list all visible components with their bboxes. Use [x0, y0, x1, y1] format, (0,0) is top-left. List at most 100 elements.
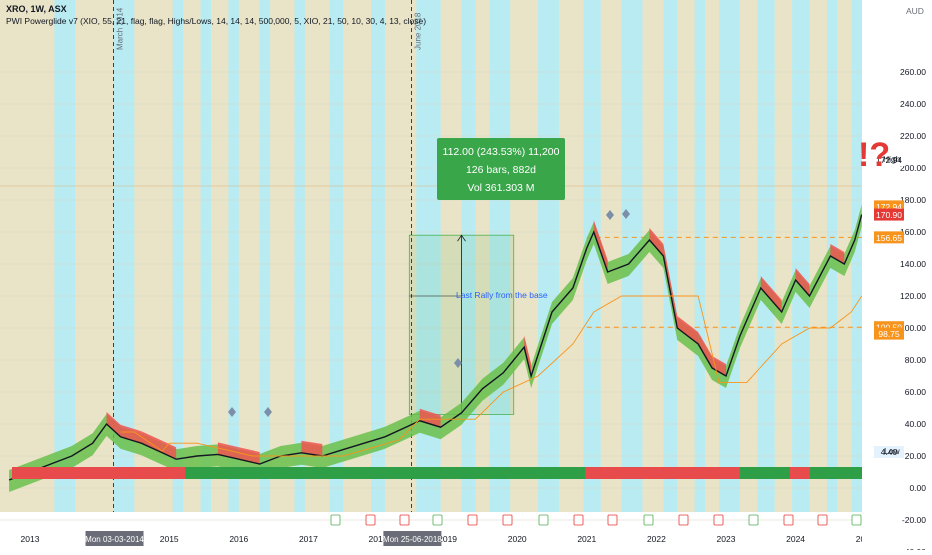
- down-segment: [677, 316, 699, 344]
- cycle-band: [461, 0, 476, 512]
- x-tick-label: 2018: [369, 534, 388, 544]
- price-tag-bg: [874, 327, 904, 340]
- cycle-band: [757, 0, 775, 512]
- symbol-title: XRO, 1W, ASX: [6, 4, 67, 14]
- earnings-marker: [330, 514, 341, 526]
- rally-label: Last Rally from the base: [456, 290, 548, 300]
- earnings-marker: [678, 514, 689, 526]
- status-strip-red: [585, 467, 740, 479]
- y-tick-label: 0.00: [909, 483, 926, 493]
- signal-diamond: [264, 407, 272, 417]
- earnings-marker: [399, 514, 410, 526]
- y-tick-label: -20.00: [902, 515, 926, 525]
- y-tick-label: 60.00: [905, 387, 927, 397]
- down-segment: [106, 412, 121, 437]
- down-segment: [524, 335, 532, 376]
- earnings-marker: [467, 514, 478, 526]
- currency-label: AUD: [906, 6, 924, 16]
- y-tick-label: 240.00: [900, 99, 926, 109]
- earnings-marker: [365, 514, 376, 526]
- date-tag-bg: [85, 531, 144, 546]
- cycle-band: [294, 0, 305, 512]
- earnings-marker: [713, 514, 724, 526]
- earnings-marker: [851, 514, 862, 526]
- low-label: Low: [884, 446, 900, 456]
- cycle-band: [792, 0, 810, 512]
- event-vline-label: March 2014: [116, 7, 125, 50]
- earnings-marker: [643, 514, 654, 526]
- x-tick-label: 2013: [21, 534, 40, 544]
- trend-ribbon: [9, 204, 862, 492]
- rally-arrow-head: [457, 234, 466, 242]
- down-segment: [301, 440, 323, 456]
- y-tick-label: 180.00: [900, 195, 926, 205]
- price-tag: 170.90: [876, 210, 902, 220]
- signal-diamond: [622, 209, 630, 219]
- y-tick-label: 160.00: [900, 227, 926, 237]
- y-tick-label: 100.00: [900, 323, 926, 333]
- x-tick-label: 2021: [577, 534, 596, 544]
- price-tag-bg: [874, 208, 904, 221]
- low-tag-bg: [874, 446, 904, 458]
- down-segment: [120, 424, 142, 444]
- x-tick-label: 2022: [647, 534, 666, 544]
- signal-diamond: [454, 358, 462, 368]
- earnings-marker: [502, 514, 513, 526]
- x-tick-label: 2017: [299, 534, 318, 544]
- y-tick-label: 260.00: [900, 67, 926, 77]
- down-segment: [649, 228, 664, 256]
- y-tick-label: 40.00: [905, 419, 927, 429]
- y-tick-label: 120.00: [900, 291, 926, 301]
- exclamation-annotation: !?: [858, 136, 890, 174]
- earnings-marker: [432, 514, 443, 526]
- price-tag: 156.65: [876, 233, 902, 243]
- x-tick-label: 2016: [229, 534, 248, 544]
- cycle-band: [172, 0, 184, 512]
- status-strip-red: [12, 467, 185, 479]
- cycle-band: [663, 0, 678, 512]
- down-segment: [712, 356, 726, 376]
- cycle-band: [719, 0, 740, 512]
- y-tick-label: 200.00: [900, 163, 926, 173]
- date-tag-bg: [383, 531, 442, 546]
- cycle-band: [113, 0, 135, 512]
- down-segment: [760, 276, 782, 312]
- status-strip-red: [790, 467, 810, 479]
- indicator-title: PWI Powerglide v7 (XIO, 55, 21, flag, fl…: [6, 16, 426, 26]
- cycle-band: [371, 0, 385, 512]
- measure-line-2: 126 bars, 882d: [466, 164, 536, 176]
- cycle-band: [851, 0, 862, 512]
- cycle-band: [228, 0, 239, 512]
- price-line: [8, 214, 863, 481]
- down-segment: [795, 268, 810, 296]
- earnings-marker: [538, 514, 549, 526]
- cycle-band: [583, 0, 601, 512]
- down-segment: [593, 220, 608, 272]
- price-tag-bg: [874, 231, 904, 244]
- down-segment: [830, 244, 845, 264]
- x-tick-label: 2024: [786, 534, 805, 544]
- y-tick-label: 80.00: [905, 355, 927, 365]
- stop-line: [120, 295, 863, 457]
- measure-line-1: 112.00 (243.53%) 11,200: [443, 146, 560, 158]
- earnings-marker: [817, 514, 828, 526]
- x-axis-band: [0, 528, 932, 550]
- event-vline-label: June 2018: [413, 12, 422, 50]
- signal-diamond: [228, 407, 236, 417]
- cycle-band: [259, 0, 271, 512]
- measure-box: 112.00 (243.53%) 11,200 126 bars, 882d V…: [437, 138, 565, 200]
- signal-diamond: [606, 210, 614, 220]
- y-axis-band: [862, 0, 932, 550]
- earnings-marker: [607, 514, 618, 526]
- y-tick-label: 140.00: [900, 259, 926, 269]
- date-tag: Mon 25-06-2018: [383, 535, 442, 544]
- earnings-marker: [748, 514, 759, 526]
- y-tick-label: 220.00: [900, 131, 926, 141]
- earnings-marker: [783, 514, 794, 526]
- cycle-band: [329, 0, 344, 512]
- x-tick-label: 2023: [717, 534, 736, 544]
- date-tag: Mon 03-03-2014: [85, 535, 144, 544]
- cycle-band: [694, 0, 706, 512]
